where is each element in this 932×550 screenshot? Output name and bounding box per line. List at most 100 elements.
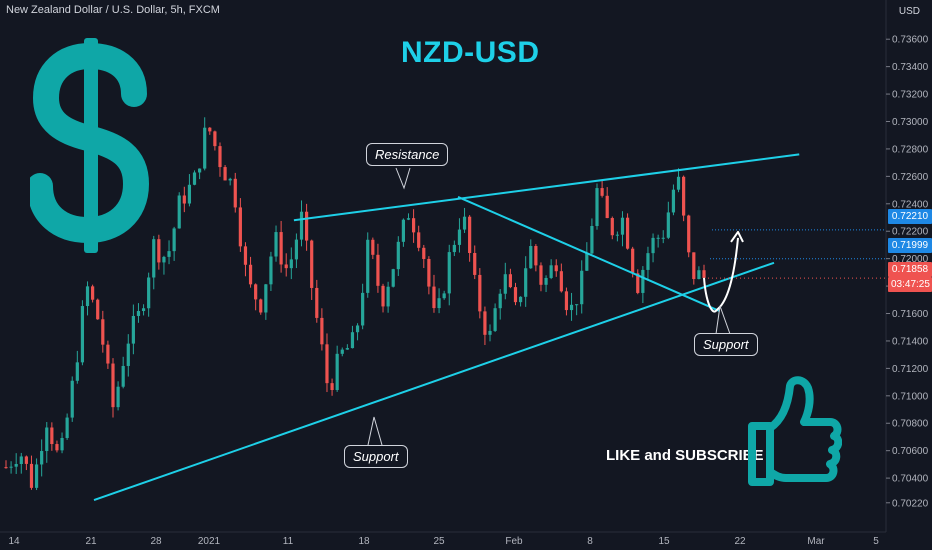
candle-body bbox=[478, 274, 482, 312]
candle-body bbox=[75, 362, 79, 381]
x-tick-label: 22 bbox=[734, 536, 746, 547]
descending-trend-line bbox=[457, 196, 720, 312]
candle-body bbox=[223, 167, 227, 181]
dollar-sign-icon bbox=[30, 38, 150, 253]
candle-body bbox=[661, 237, 665, 239]
candle-body bbox=[666, 212, 670, 238]
candle-body bbox=[355, 325, 360, 333]
candle-body bbox=[401, 219, 406, 242]
candle-body bbox=[549, 265, 553, 278]
candle-body bbox=[702, 270, 706, 278]
candle-body bbox=[310, 240, 314, 288]
candle-body bbox=[671, 189, 676, 213]
candle-body bbox=[24, 456, 28, 464]
y-tick-label: 0.73600 bbox=[892, 35, 929, 46]
candle-body bbox=[417, 232, 421, 248]
candle-body bbox=[585, 253, 589, 271]
candle-body bbox=[529, 246, 533, 269]
currency-label: USD bbox=[898, 6, 920, 17]
candle-body bbox=[493, 308, 497, 331]
candle-body bbox=[218, 146, 222, 168]
candle-body bbox=[233, 178, 237, 208]
candle-body bbox=[687, 215, 691, 253]
candle-body bbox=[498, 293, 502, 309]
candle-body bbox=[243, 246, 248, 265]
candle-body bbox=[131, 315, 135, 344]
candle-body bbox=[29, 463, 34, 488]
candle-body bbox=[457, 229, 462, 245]
y-tick-label: 0.70400 bbox=[892, 474, 929, 485]
support-callout-left-pointer bbox=[367, 416, 383, 446]
x-tick-label: 8 bbox=[587, 536, 593, 547]
candle-body bbox=[427, 258, 431, 287]
candle-body bbox=[65, 417, 69, 438]
x-tick-label: 2021 bbox=[198, 536, 221, 547]
candle-body bbox=[330, 383, 334, 391]
resistance-callout: Resistance bbox=[366, 143, 449, 166]
candle-body bbox=[646, 253, 650, 270]
like-subscribe-text: LIKE and SUBSCRIBE bbox=[606, 447, 764, 464]
candle-body bbox=[96, 299, 100, 320]
candle-body bbox=[111, 363, 115, 408]
candle-body bbox=[289, 259, 293, 269]
candle-body bbox=[396, 241, 400, 270]
candle-body bbox=[468, 216, 472, 253]
y-tick-label: 0.73000 bbox=[892, 117, 929, 128]
y-tick-label: 0.72600 bbox=[892, 172, 929, 183]
candle-body bbox=[569, 304, 574, 311]
candle-body bbox=[162, 256, 166, 263]
support-callout-right: Support bbox=[694, 333, 758, 356]
candle-body bbox=[559, 271, 563, 292]
candle-body bbox=[651, 237, 655, 254]
candle-body bbox=[172, 228, 176, 252]
level-price-badge: 0.71999 bbox=[888, 238, 932, 253]
candle-body bbox=[564, 291, 569, 311]
candle-body bbox=[437, 298, 441, 309]
candle-body bbox=[371, 239, 375, 255]
x-tick-label: 28 bbox=[150, 536, 162, 547]
x-tick-label: 14 bbox=[8, 536, 20, 547]
candle-body bbox=[4, 467, 8, 469]
candle-body bbox=[177, 195, 181, 229]
candle-body bbox=[615, 234, 619, 236]
candle-body bbox=[141, 308, 146, 312]
x-tick-label: 18 bbox=[358, 536, 370, 547]
candle-body bbox=[101, 319, 105, 345]
candle-body bbox=[284, 264, 288, 269]
candle-body bbox=[192, 172, 197, 185]
candle-body bbox=[325, 344, 329, 384]
candle-body bbox=[350, 332, 355, 349]
candle-body bbox=[187, 184, 192, 204]
candle-body bbox=[254, 284, 258, 300]
candle-body bbox=[513, 287, 518, 303]
y-tick-label: 0.71600 bbox=[892, 309, 929, 320]
y-tick-label: 0.70800 bbox=[892, 419, 929, 430]
support-callout-right-pointer bbox=[715, 305, 731, 335]
candle-body bbox=[376, 254, 380, 286]
countdown-badge: 03:47:25 bbox=[888, 277, 932, 292]
candle-body bbox=[361, 292, 365, 326]
candle-body bbox=[462, 216, 467, 230]
candle-body bbox=[366, 239, 370, 293]
candle-body bbox=[106, 344, 110, 364]
candle-body bbox=[488, 330, 492, 335]
candle-body bbox=[50, 427, 54, 445]
candle-body bbox=[152, 239, 156, 278]
candle-body bbox=[682, 176, 686, 216]
candle-body bbox=[554, 265, 558, 272]
candle-body bbox=[340, 349, 344, 354]
candle-body bbox=[126, 343, 130, 366]
candle-body bbox=[544, 277, 548, 285]
candle-body bbox=[656, 237, 660, 239]
candle-body bbox=[381, 285, 385, 307]
candle-body bbox=[60, 437, 64, 451]
y-tick-label: 0.71200 bbox=[892, 364, 929, 375]
candle-body bbox=[518, 296, 523, 303]
candle-body bbox=[580, 270, 584, 305]
candle-body bbox=[264, 284, 268, 313]
candle-body bbox=[116, 386, 120, 408]
candle-body bbox=[391, 269, 395, 287]
y-tick-label: 0.70220 bbox=[892, 498, 929, 509]
candle-body bbox=[85, 286, 90, 307]
